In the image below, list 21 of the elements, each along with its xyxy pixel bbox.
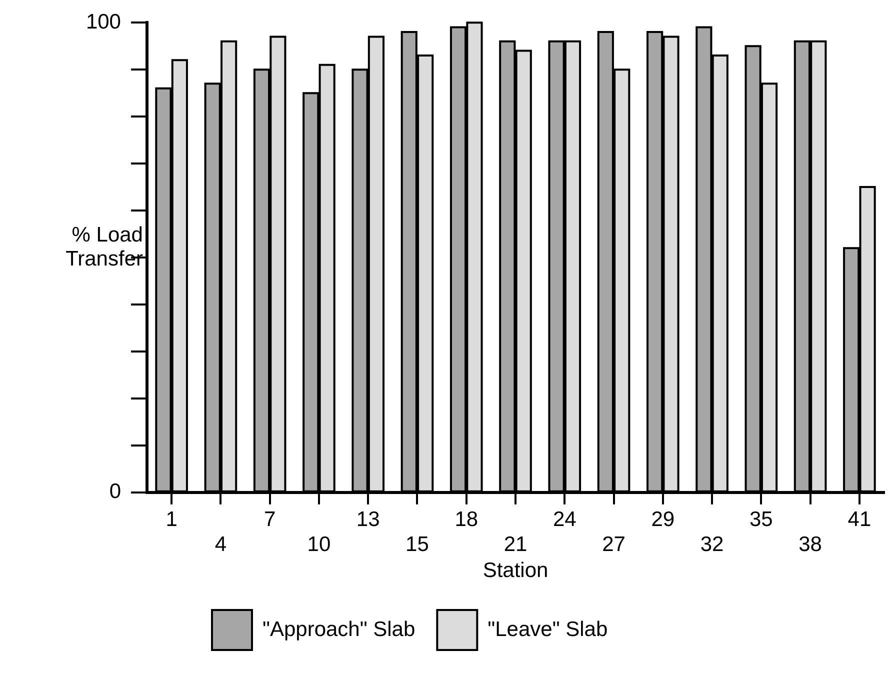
y-tick-label: 100 — [86, 10, 121, 34]
x-tick-label: 13 — [356, 508, 380, 531]
x-tick-label: 29 — [651, 508, 675, 531]
legend-label: "Leave" Slab — [488, 618, 608, 641]
x-tick-label: 41 — [848, 508, 872, 531]
x-tick-label: 15 — [406, 532, 429, 556]
x-tick-label: 18 — [454, 508, 478, 531]
x-tick-label: 38 — [798, 532, 822, 556]
x-tick-label: 27 — [602, 532, 626, 556]
x-tick-label: 4 — [214, 532, 227, 556]
x-tick-label: 7 — [264, 508, 276, 531]
x-tick-label: 21 — [504, 532, 528, 556]
x-tick-label: 1 — [166, 508, 178, 531]
x-tick-label: 24 — [552, 508, 577, 531]
x-axis-title: Station — [482, 559, 548, 582]
y-tick-label: 0 — [109, 480, 121, 504]
y-axis-title: % Load Transfer — [66, 223, 143, 270]
x-tick-label: 35 — [749, 508, 773, 531]
x-tick-label: 32 — [700, 532, 724, 556]
legend-label: "Approach" Slab — [262, 618, 416, 641]
x-tick-label: 10 — [307, 532, 331, 556]
